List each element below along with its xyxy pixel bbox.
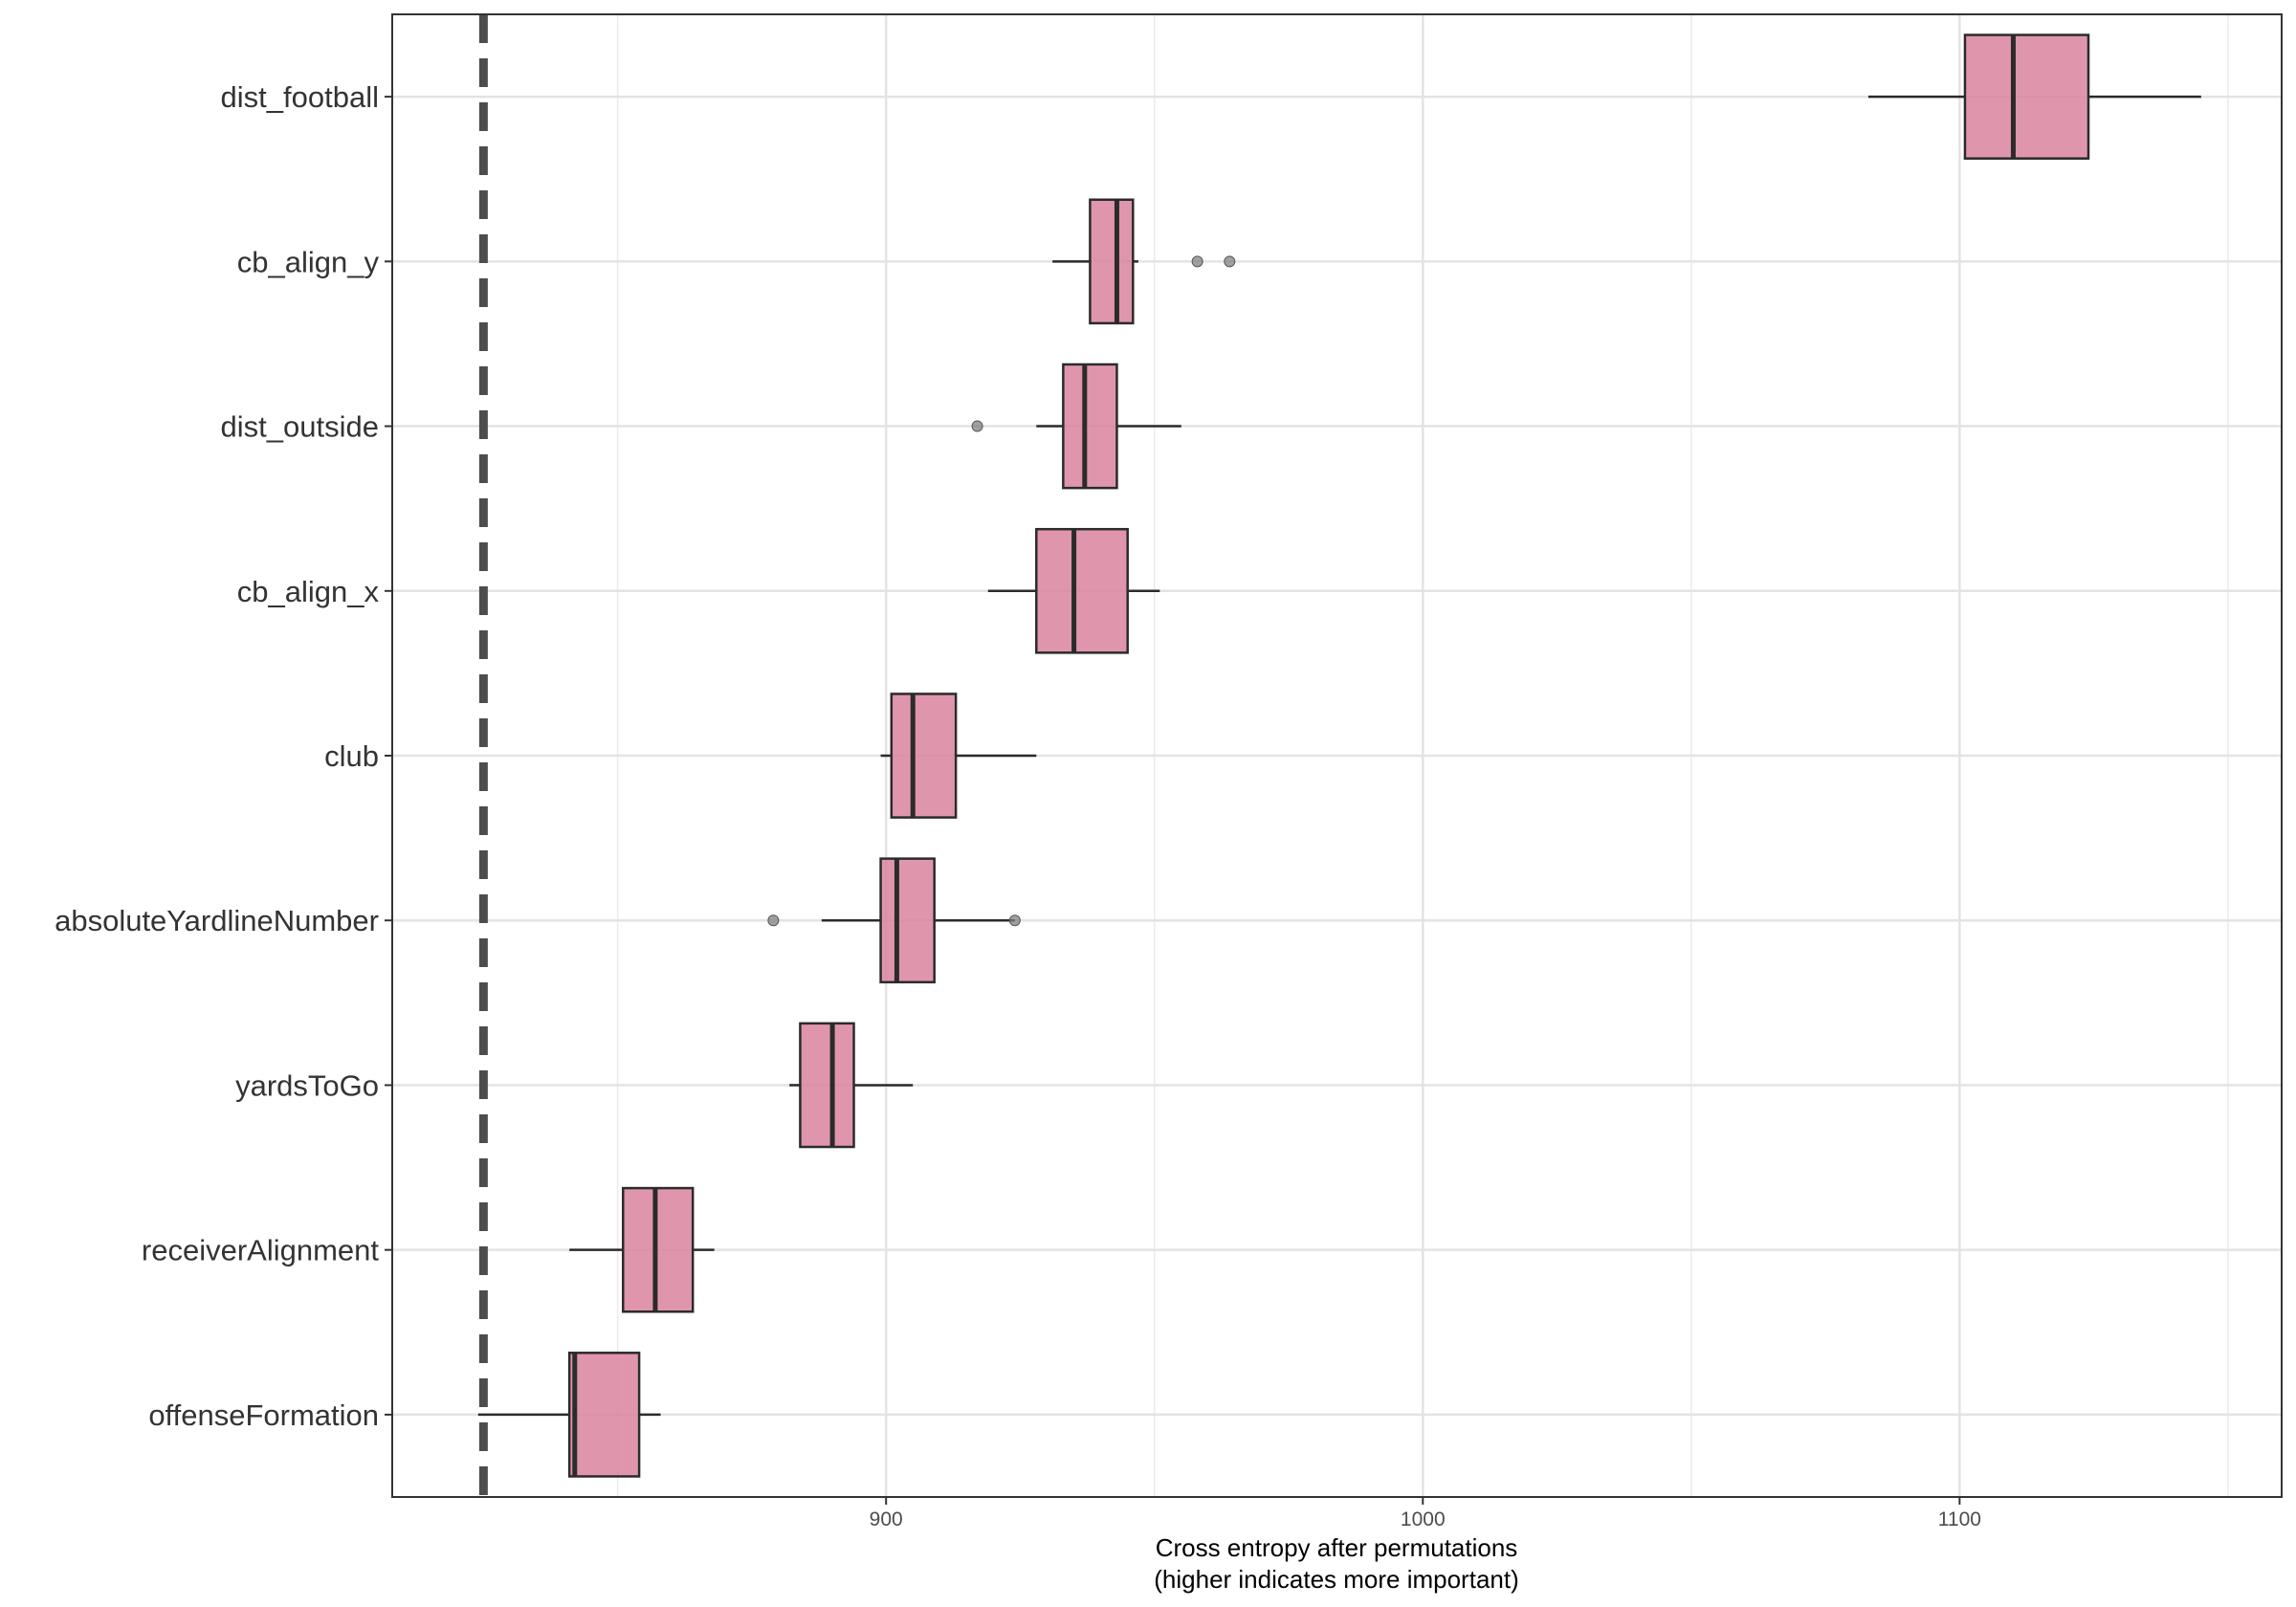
y-tick-label-absoluteYardlineNumber: absoluteYardlineNumber — [55, 904, 379, 937]
box-receiverAlignment — [569, 1186, 715, 1313]
outlier-dist_outside-0 — [971, 420, 983, 432]
y-tick-label-dist_outside: dist_outside — [221, 410, 379, 444]
x-axis-title-line2: (higher indicates more important) — [1154, 1565, 1519, 1594]
box-iqr-dist_football — [1963, 33, 2090, 160]
y-tick-label-club: club — [324, 739, 379, 773]
box-cb_align_y — [1052, 198, 1236, 325]
outlier-cb_align_y-0 — [1191, 255, 1203, 268]
box-iqr-cb_align_y — [1089, 198, 1135, 325]
x-tick-label-1000: 1000 — [1401, 1508, 1446, 1530]
outlier-absoluteYardlineNumber-1 — [1008, 914, 1021, 927]
box-absoluteYardlineNumber — [767, 857, 1021, 984]
y-axis: dist_football cb_align_y dist_outside cb_al… — [55, 80, 392, 1432]
y-tick-label-yardsToGo: yardsToGo — [235, 1068, 379, 1102]
box-layer — [477, 33, 2201, 1478]
y-tick-label-dist_football: dist_football — [221, 80, 379, 114]
box-iqr-club — [890, 693, 958, 819]
x-tick-label-1100: 1100 — [1938, 1508, 1981, 1530]
box-iqr-cb_align_x — [1035, 527, 1129, 654]
box-iqr-offenseFormation — [567, 1352, 641, 1478]
outlier-absoluteYardlineNumber-0 — [767, 914, 780, 927]
box-club — [880, 693, 1037, 819]
y-tick-label-offenseFormation: offenseFormation — [148, 1398, 379, 1432]
y-tick-label-cb_align_y: cb_align_y — [237, 245, 380, 278]
box-offenseFormation — [477, 1352, 661, 1478]
box-iqr-receiverAlignment — [622, 1186, 695, 1313]
box-dist_outside — [971, 363, 1181, 490]
outlier-cb_align_y-1 — [1224, 255, 1236, 268]
y-tick-label-receiverAlignment: receiverAlignment — [142, 1234, 379, 1267]
x-tick-label-900: 900 — [870, 1508, 903, 1530]
box-iqr-absoluteYardlineNumber — [879, 857, 936, 984]
x-axis-title-line1: Cross entropy after permutations — [1156, 1533, 1518, 1562]
box-cb_align_x — [987, 527, 1160, 654]
box-iqr-dist_outside — [1062, 363, 1118, 490]
box-dist_football — [1867, 33, 2201, 160]
box-iqr-yardsToGo — [799, 1022, 855, 1149]
box-yardsToGo — [789, 1022, 914, 1149]
y-tick-label-cb_align_x: cb_align_x — [237, 575, 380, 608]
x-axis: 900 1000 1100 — [870, 1497, 1981, 1530]
